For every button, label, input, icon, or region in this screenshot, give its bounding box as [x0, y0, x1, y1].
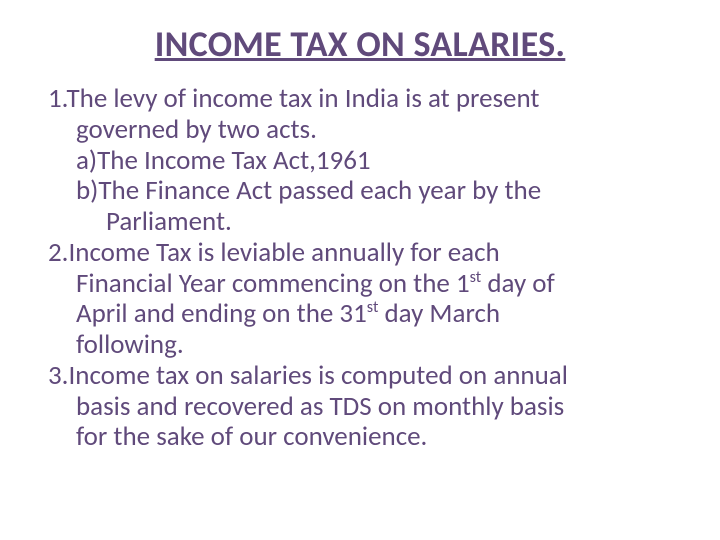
point-2-line3-pre: April and ending on the 31	[76, 297, 367, 330]
point-1-line2: governed by two acts.	[48, 115, 672, 146]
point-3-line1: 3.Income tax on salaries is computed on …	[48, 361, 672, 392]
point-3-line2: basis and recovered as TDS on monthly ba…	[48, 392, 672, 423]
point-3-line3: for the sake of our convenience.	[48, 422, 672, 453]
point-2-line2-post: day of	[481, 267, 555, 300]
ordinal-suffix-1st: st	[470, 268, 482, 287]
point-2-line2-pre: Financial Year commencing on the 1	[76, 267, 470, 300]
point-1-line1: 1.The levy of income tax in India is at …	[48, 84, 672, 115]
point-2-line4: following.	[48, 330, 672, 361]
point-2-line2: Financial Year commencing on the 1st day…	[48, 269, 672, 300]
slide-body: 1.The levy of income tax in India is at …	[48, 84, 672, 453]
point-2-line1: 2.Income Tax is leviable annually for ea…	[48, 238, 672, 269]
ordinal-suffix-31st: st	[367, 298, 379, 317]
point-1-sub-b-line1: b)The Finance Act passed each year by th…	[48, 176, 672, 207]
point-1-sub-b-line2: Parliament.	[48, 207, 672, 238]
slide-container: INCOME TAX ON SALARIES. 1.The levy of in…	[0, 0, 720, 540]
slide-title: INCOME TAX ON SALARIES.	[48, 22, 672, 66]
point-2-line3: April and ending on the 31st day March	[48, 299, 672, 330]
point-1-sub-a: a)The Income Tax Act,1961	[48, 146, 672, 177]
point-2-line3-post: day March	[378, 297, 500, 330]
